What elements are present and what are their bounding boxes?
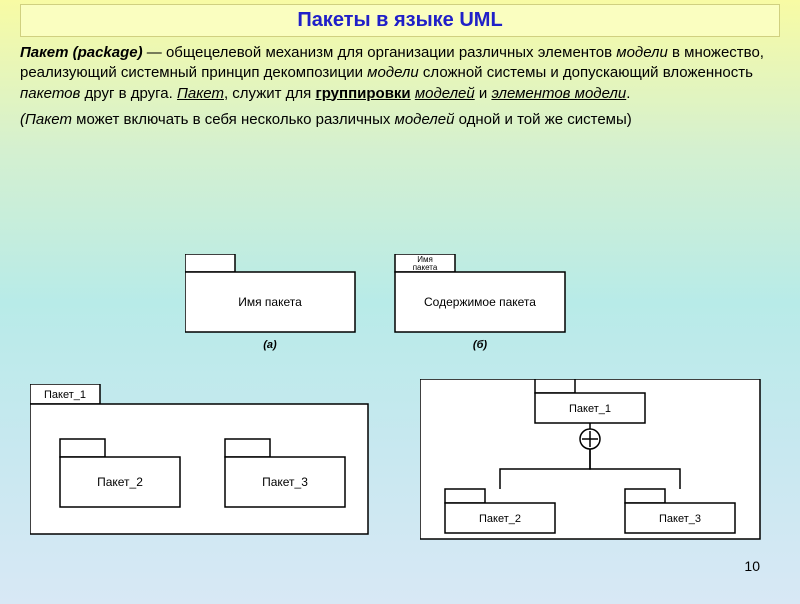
diagram-nested-packages: Пакет_1 Пакет_2 Пакет_3: [30, 384, 375, 544]
svg-text:пакета: пакета: [413, 263, 438, 272]
svg-text:Пакет_1: Пакет_1: [569, 403, 611, 415]
svg-text:Пакет_2: Пакет_2: [97, 475, 143, 489]
diagram-containment-tree: Пакет_1 Пакет_2 Пакет_3: [420, 379, 765, 544]
svg-text:(б): (б): [473, 339, 487, 351]
page-number: 10: [744, 558, 760, 574]
title-bar: Пакеты в языке UML: [20, 4, 780, 37]
paragraph-2: (Пакет может включать в себя несколько р…: [20, 110, 780, 130]
svg-text:Имя пакета: Имя пакета: [238, 295, 302, 309]
svg-text:Пакет_2: Пакет_2: [479, 513, 521, 525]
paragraph-1: Пакет (package) — общецелевой механизм д…: [20, 43, 780, 104]
svg-text:Пакет_3: Пакет_3: [262, 475, 308, 489]
svg-text:Пакет_3: Пакет_3: [659, 513, 701, 525]
page-title: Пакеты в языке UML: [21, 9, 779, 32]
term: Пакет (package): [20, 44, 143, 61]
diagram-package-notation: Имя пакета(а)ИмяпакетаСодержимое пакета(…: [185, 254, 585, 364]
svg-text:Содержимое пакета: Содержимое пакета: [424, 295, 536, 309]
svg-text:Пакет_1: Пакет_1: [44, 389, 86, 401]
svg-text:(а): (а): [263, 339, 277, 351]
